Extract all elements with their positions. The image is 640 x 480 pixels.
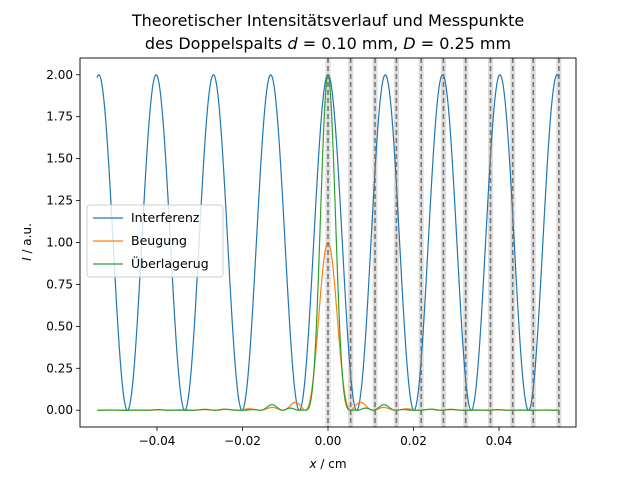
y-tick-label: 0.50 <box>46 319 73 333</box>
x-tick-label: 0.04 <box>486 434 513 448</box>
y-tick-label: 1.75 <box>46 110 73 124</box>
y-tick-label: 0.00 <box>46 403 73 417</box>
y-ticks: 0.00 0.25 0.50 0.75 1.00 1.25 1.50 1.75 2.00 <box>46 68 80 417</box>
x-tick-label: 0.02 <box>400 434 427 448</box>
legend-label-ueberlagerung: Überlagerug <box>131 255 209 271</box>
legend-box <box>86 204 224 278</box>
y-tick-label: 0.75 <box>46 277 73 291</box>
y-tick-label: 2.00 <box>46 68 73 82</box>
x-tick-label: 0.00 <box>315 434 342 448</box>
y-axis-label: I / a.u. <box>20 223 34 261</box>
legend-label-beugung: Beugung <box>131 233 187 248</box>
y-tick-label: 0.25 <box>46 361 73 375</box>
chart-title: Theoretischer Intensitätsverlauf und Mes… <box>131 11 524 53</box>
x-tick-label: −0.04 <box>139 434 176 448</box>
measurement-lines <box>327 58 560 427</box>
y-tick-label: 1.00 <box>46 236 73 250</box>
chart-title-line-1: Theoretischer Intensitätsverlauf und Mes… <box>131 11 524 30</box>
x-tick-label: −0.02 <box>224 434 261 448</box>
y-tick-label: 1.50 <box>46 152 73 166</box>
x-ticks: −0.04 −0.02 0.00 0.02 0.04 <box>139 427 513 448</box>
y-tick-label: 1.25 <box>46 194 73 208</box>
legend: Interferenz Beugung Überlagerug <box>86 204 224 278</box>
x-axis-label: x / cm <box>308 457 346 471</box>
chart-title-line-2: des Doppelspalts d = 0.10 mm, D = 0.25 m… <box>145 34 511 53</box>
legend-label-interferenz: Interferenz <box>131 210 200 225</box>
